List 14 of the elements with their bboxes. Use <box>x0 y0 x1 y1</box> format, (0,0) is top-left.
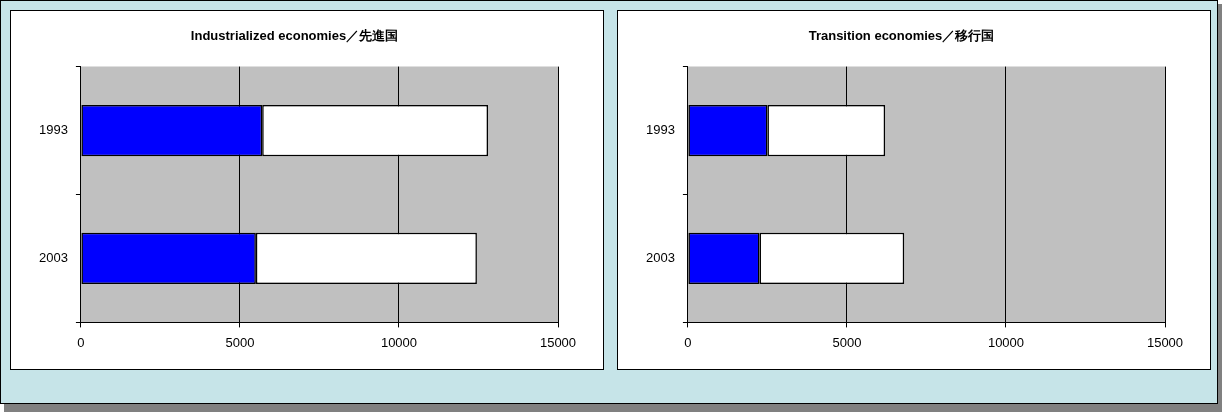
x-tick-label: 15000 <box>1146 334 1184 350</box>
x-tick-label: 15000 <box>539 334 577 350</box>
chart-title: Industrialized economies／先進国 <box>190 28 399 44</box>
x-tick-label: 10000 <box>987 334 1025 350</box>
chart-title: Transition economies／移行国 <box>808 28 995 44</box>
x-tick-label: 0 <box>684 334 692 350</box>
y-tick-label: 1993 <box>646 122 675 138</box>
y-tick-label: 2003 <box>646 250 675 266</box>
x-tick-label: 5000 <box>225 334 255 350</box>
x-tick-label: 0 <box>77 334 85 350</box>
y-tick-label: 2003 <box>39 250 68 266</box>
y-tick-label: 1993 <box>39 122 68 138</box>
x-tick-label: 10000 <box>380 334 418 350</box>
x-tick-label: 5000 <box>832 334 862 350</box>
